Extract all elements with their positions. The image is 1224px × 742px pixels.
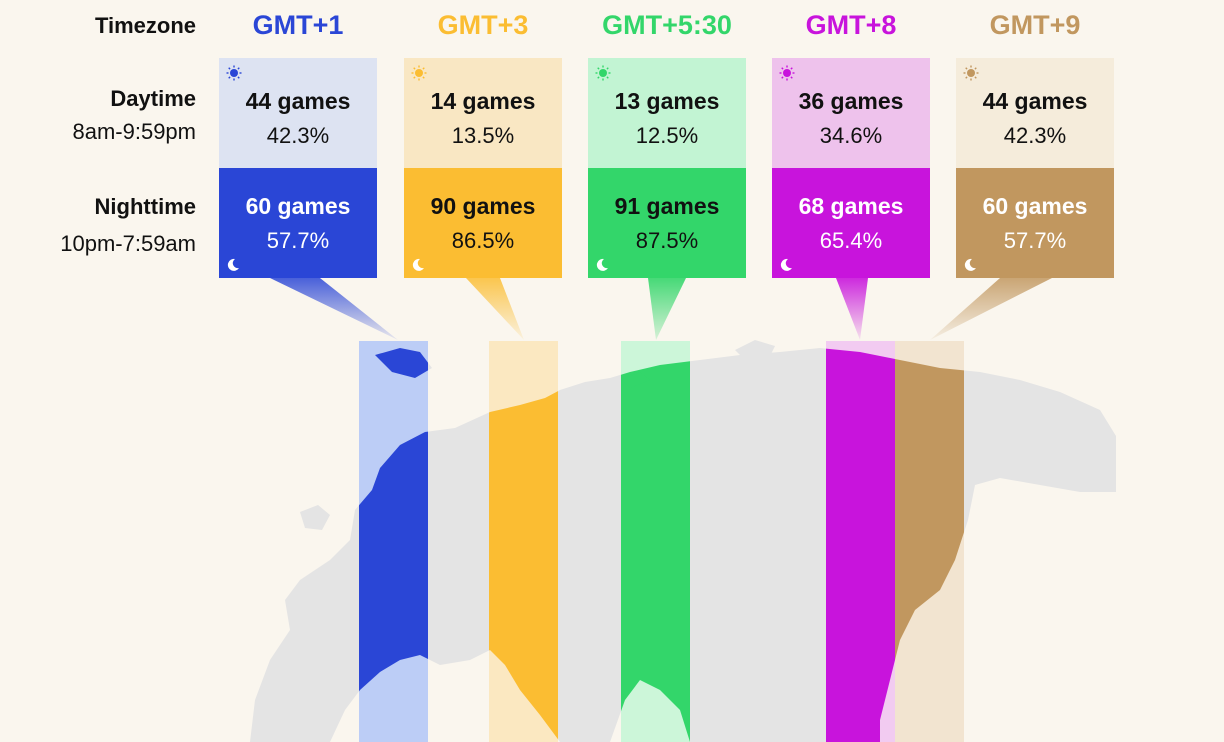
zone-land-gmt1 — [359, 348, 428, 742]
daytime-games: 44 games — [245, 88, 351, 114]
callout-pointer-gmt1 — [270, 278, 398, 340]
daytime-games: 13 games — [614, 88, 720, 114]
nighttime-games: 90 games — [430, 193, 536, 219]
moon-icon — [227, 258, 239, 271]
tz-header-gmt530: GMT+5:30 — [602, 10, 732, 40]
tz-header-gmt1: GMT+1 — [252, 10, 344, 40]
daytime-cell-gmt530: 13 games 12.5% — [588, 58, 746, 168]
tz-header-gmt3: GMT+3 — [437, 10, 529, 40]
nighttime-cell-gmt3: 90 games 86.5% — [404, 168, 562, 278]
sun-icon — [226, 65, 242, 81]
nighttime-percent: 57.7% — [266, 228, 330, 253]
daytime-games: 44 games — [982, 88, 1088, 114]
daytime-percent: 13.5% — [451, 123, 515, 148]
nighttime-percent: 86.5% — [451, 228, 515, 253]
moon-icon — [780, 258, 792, 271]
callout-pointer-gmt3 — [466, 278, 524, 340]
nighttime-percent: 57.7% — [1003, 228, 1067, 253]
daytime-games: 14 games — [430, 88, 536, 114]
nighttime-cell-gmt9: 60 games 57.7% — [956, 168, 1114, 278]
daytime-games: 36 games — [798, 88, 904, 114]
callout-pointer-gmt8 — [836, 278, 868, 340]
daytime-percent: 34.6% — [819, 123, 883, 148]
row-label-nighttime: Nighttime — [94, 194, 196, 219]
sun-icon — [963, 65, 979, 81]
nighttime-games: 91 games — [614, 193, 720, 219]
daytime-percent: 42.3% — [266, 123, 330, 148]
nighttime-cell-gmt530: 91 games 87.5% — [588, 168, 746, 278]
daytime-cell-gmt3: 14 games 13.5% — [404, 58, 562, 168]
nighttime-cell-gmt1: 60 games 57.7% — [219, 168, 377, 278]
row-label-daytime: Daytime — [110, 86, 196, 111]
daytime-cell-gmt8: 36 games 34.6% — [772, 58, 930, 168]
tz-header-gmt9: GMT+9 — [989, 10, 1081, 40]
moon-icon — [964, 258, 976, 271]
callout-pointer-gmt530 — [648, 278, 686, 340]
sun-icon — [411, 65, 427, 81]
daytime-percent: 12.5% — [635, 123, 699, 148]
nighttime-games: 60 games — [982, 193, 1088, 219]
nighttime-percent: 87.5% — [635, 228, 699, 253]
callout-pointer-gmt9 — [930, 278, 1052, 340]
daytime-cell-gmt9: 44 games 42.3% — [956, 58, 1114, 168]
moon-icon — [596, 258, 608, 271]
moon-icon — [412, 258, 424, 271]
sun-icon — [779, 65, 795, 81]
daytime-cell-gmt1: 44 games 42.3% — [219, 58, 377, 168]
nighttime-cell-gmt8: 68 games 65.4% — [772, 168, 930, 278]
nighttime-percent: 65.4% — [819, 228, 883, 253]
zone-land-gmt530 — [621, 348, 690, 742]
sun-icon — [595, 65, 611, 81]
daytime-percent: 42.3% — [1003, 123, 1067, 148]
row-label-daytime-range: 8am-9:59pm — [72, 119, 196, 144]
tz-header-gmt8: GMT+8 — [805, 10, 897, 40]
nighttime-games: 60 games — [245, 193, 351, 219]
row-label-timezone: Timezone — [94, 13, 196, 38]
nighttime-games: 68 games — [798, 193, 904, 219]
row-label-nighttime-range: 10pm-7:59am — [60, 231, 196, 256]
